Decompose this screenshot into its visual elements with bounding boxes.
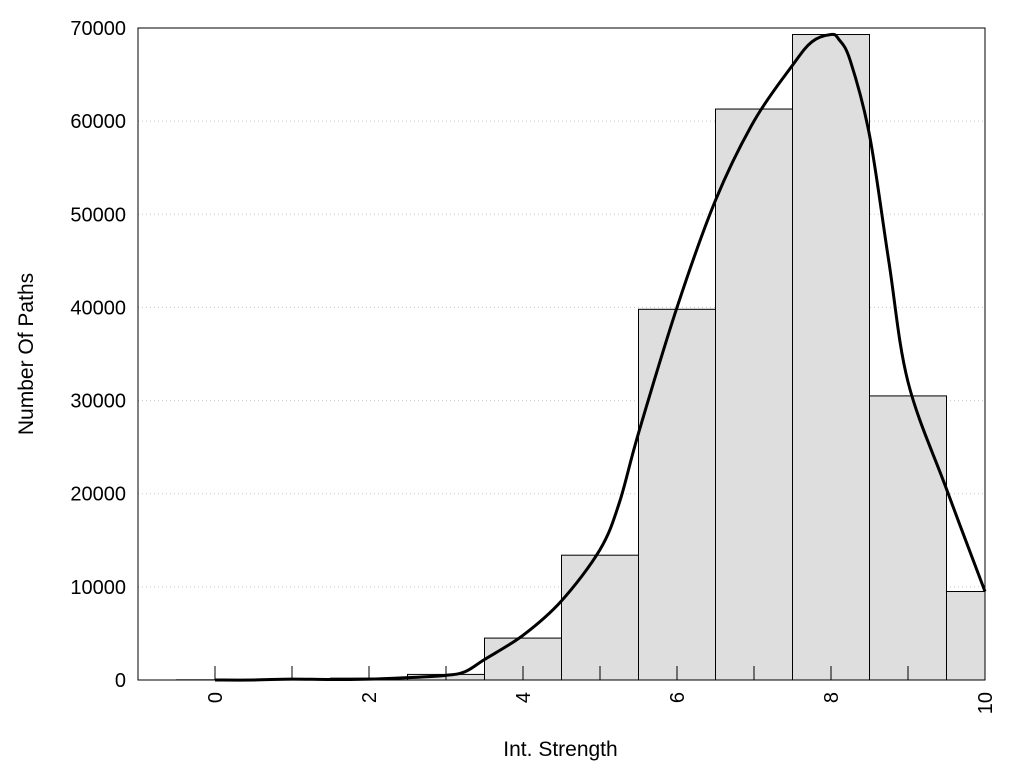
histogram-bar (715, 108, 793, 681)
histogram-bar (561, 554, 639, 681)
y-tick-label: 50000 (70, 204, 126, 226)
x-tick-label: 10 (975, 692, 997, 714)
x-axis-tick-labels: 0 2 4 6 8 10 (205, 692, 997, 714)
bars (176, 34, 986, 681)
y-tick-label: 0 (115, 670, 126, 692)
histogram-bar (638, 308, 716, 681)
y-tick-label: 10000 (70, 577, 126, 599)
y-tick-label: 60000 (70, 111, 126, 133)
x-tick-label: 8 (821, 692, 843, 703)
x-tick-label: 6 (667, 692, 689, 703)
plot-frame (137, 27, 986, 681)
density-curve (214, 32, 987, 682)
x-tick-label: 0 (205, 692, 227, 703)
x-axis-title: Int. Strength (503, 738, 617, 761)
histogram-bar (869, 395, 947, 681)
x-tick-label: 4 (513, 692, 535, 703)
y-tick-label: 30000 (70, 391, 126, 413)
y-axis-tick-labels: 0 10000 20000 30000 40000 50000 60000 70000 (70, 18, 126, 692)
y-tick-label: 40000 (70, 297, 126, 319)
histogram-bar (946, 591, 986, 681)
y-tick-label: 20000 (70, 484, 126, 506)
density-curve-group (214, 32, 987, 682)
y-axis-title: Number Of Paths (15, 273, 38, 435)
histogram-bar (792, 34, 870, 681)
y-tick-label: 70000 (70, 18, 126, 40)
x-tick-label: 2 (359, 692, 381, 703)
